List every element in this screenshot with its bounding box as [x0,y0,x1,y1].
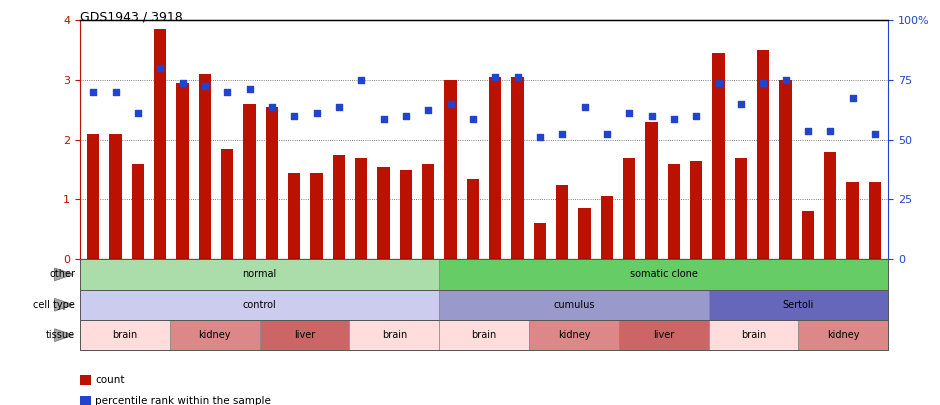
Point [555,130,570,137]
Text: Sertoli: Sertoli [783,300,814,310]
Point [376,115,391,122]
Point [644,113,659,119]
Bar [623,158,635,259]
Point [421,107,436,113]
Bar [310,173,322,259]
Point [711,80,726,86]
Text: tissue: tissue [46,330,75,340]
Bar [177,83,189,259]
Bar [779,80,791,259]
Bar [289,173,301,259]
Bar [355,158,368,259]
Point [220,89,235,95]
Bar [667,164,680,259]
Bar [869,181,881,259]
Point [153,65,168,71]
Bar [556,185,569,259]
Point [287,113,302,119]
Point [465,115,480,122]
Point [510,74,525,80]
Point [800,128,815,134]
Bar [735,158,747,259]
Polygon shape [55,329,73,341]
Bar [467,179,479,259]
Text: liver: liver [294,330,315,340]
Text: cell type: cell type [33,300,75,310]
Bar [400,170,412,259]
Text: control: control [243,300,276,310]
Text: brain: brain [112,330,137,340]
Point [532,134,547,140]
Bar [333,155,345,259]
Point [868,130,883,137]
Point [309,110,324,116]
Point [600,130,615,137]
Point [778,77,793,83]
Point [86,89,101,95]
Text: count: count [95,375,124,385]
Text: other: other [49,269,75,279]
Bar [713,53,725,259]
Text: normal: normal [243,269,276,279]
Point [822,128,838,134]
Polygon shape [55,268,73,281]
Bar [243,104,256,259]
Bar [109,134,122,259]
Text: percentile rank within the sample: percentile rank within the sample [95,396,271,405]
Point [197,83,212,89]
Point [399,113,414,119]
Text: somatic clone: somatic clone [630,269,697,279]
Bar [221,149,233,259]
Point [621,110,636,116]
Point [845,95,860,101]
Text: brain: brain [472,330,496,340]
Text: liver: liver [653,330,674,340]
Point [756,80,771,86]
Point [243,86,258,92]
Bar [132,164,144,259]
Bar [601,196,613,259]
Point [332,104,347,110]
Bar [489,77,501,259]
Point [488,74,503,80]
Bar [445,80,457,259]
Text: kidney: kidney [557,330,590,340]
Bar [824,152,837,259]
Point [131,110,146,116]
Bar [802,211,814,259]
Bar [511,77,524,259]
Text: cumulus: cumulus [553,300,595,310]
Bar [266,107,278,259]
Bar [154,29,166,259]
Point [577,104,592,110]
Point [108,89,123,95]
Point [443,100,458,107]
Bar [534,224,546,259]
Bar [422,164,434,259]
Point [733,100,748,107]
Text: brain: brain [741,330,766,340]
Point [689,113,704,119]
Polygon shape [55,298,73,311]
Bar [87,134,100,259]
Text: kidney: kidney [827,330,860,340]
Text: brain: brain [382,330,407,340]
Point [353,77,368,83]
Bar [646,122,658,259]
Bar [378,166,390,259]
Text: kidney: kidney [198,330,231,340]
Bar [199,74,212,259]
Bar [757,50,769,259]
Text: GDS1943 / 3918: GDS1943 / 3918 [80,10,182,23]
Point [264,104,279,110]
Bar [846,181,859,259]
Point [666,115,681,122]
Bar [690,161,702,259]
Bar [578,209,590,259]
Point [175,80,190,86]
